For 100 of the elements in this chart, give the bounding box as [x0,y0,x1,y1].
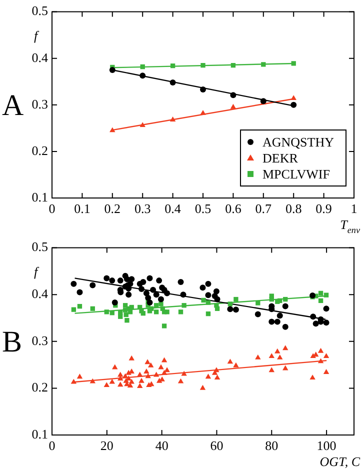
point [282,324,288,330]
legend-label: DEKR [262,150,298,166]
point [140,64,145,70]
point [77,304,82,309]
x-tick-label: 0.3 [134,201,151,216]
point [278,298,282,304]
y-tick-label: 0.2 [32,380,48,395]
point [170,80,176,86]
y-axis-title: f [34,28,40,43]
point [205,374,212,379]
x-tick-label: 1 [350,201,358,216]
point [323,320,330,326]
x-tick-label: 0.4 [164,201,182,216]
point [126,292,132,298]
point [178,378,184,384]
point [318,290,324,296]
point [138,286,144,292]
point [205,292,212,298]
point [138,378,144,383]
point [170,63,176,68]
point [234,296,238,302]
y-tick-label: 0.1 [32,189,48,204]
point [310,314,316,320]
point [290,102,297,108]
y-tick-label: 0.3 [32,332,48,348]
point [146,300,153,306]
point [274,348,280,354]
point [112,300,118,306]
point [164,367,170,372]
point [230,92,236,98]
point [277,354,283,360]
point [149,306,154,311]
point [76,289,83,296]
point [254,311,261,318]
point [233,362,239,368]
point [110,310,114,316]
point [182,303,186,308]
point [70,378,77,384]
point [261,62,266,67]
point [118,382,124,387]
point [153,292,160,298]
point [213,288,220,294]
point [323,368,330,374]
point [283,296,288,302]
point [144,359,150,364]
legend-label: AGNQSTHY [262,134,335,150]
text: B [2,325,22,358]
point [128,378,134,384]
point [318,348,324,353]
point [128,276,135,282]
point [200,284,206,291]
point [162,324,167,328]
point [104,382,110,388]
point [230,104,236,109]
point [200,63,206,68]
point [126,370,132,375]
point [150,286,156,293]
point [269,296,274,302]
point [140,278,146,285]
point [230,63,236,68]
point [214,374,220,380]
point [214,367,220,372]
x-tick-label: 100 [316,438,336,454]
point [268,353,274,358]
point [282,303,288,310]
x-tick-label: 40 [155,438,168,454]
point [154,303,159,308]
point [164,290,170,296]
point [156,278,162,284]
point [158,296,164,302]
point [112,364,118,370]
point [164,310,170,314]
point [282,345,288,350]
point [178,310,184,314]
point [312,320,319,327]
y-tick-label: 0.3 [32,96,48,112]
point [227,358,234,364]
point [318,358,324,364]
point [310,374,316,380]
point [128,355,134,360]
point [323,306,330,312]
legend-label: MPCLVWIF [262,166,330,182]
x-tick-label: 0 [48,438,56,454]
point [206,311,211,316]
point [154,310,159,314]
point [161,370,168,375]
x-tick-label: 0.2 [104,201,121,216]
point [205,280,212,287]
x-tick-label: 80 [265,438,278,454]
point [124,318,130,323]
point [181,370,187,376]
point [109,278,116,284]
point [274,318,280,325]
y-tick-label: 0.5 [32,239,48,254]
point [276,312,283,319]
point [140,310,146,316]
point [124,312,128,318]
x-tick-label: 0 [48,201,56,216]
point [200,86,206,93]
point [117,278,124,284]
